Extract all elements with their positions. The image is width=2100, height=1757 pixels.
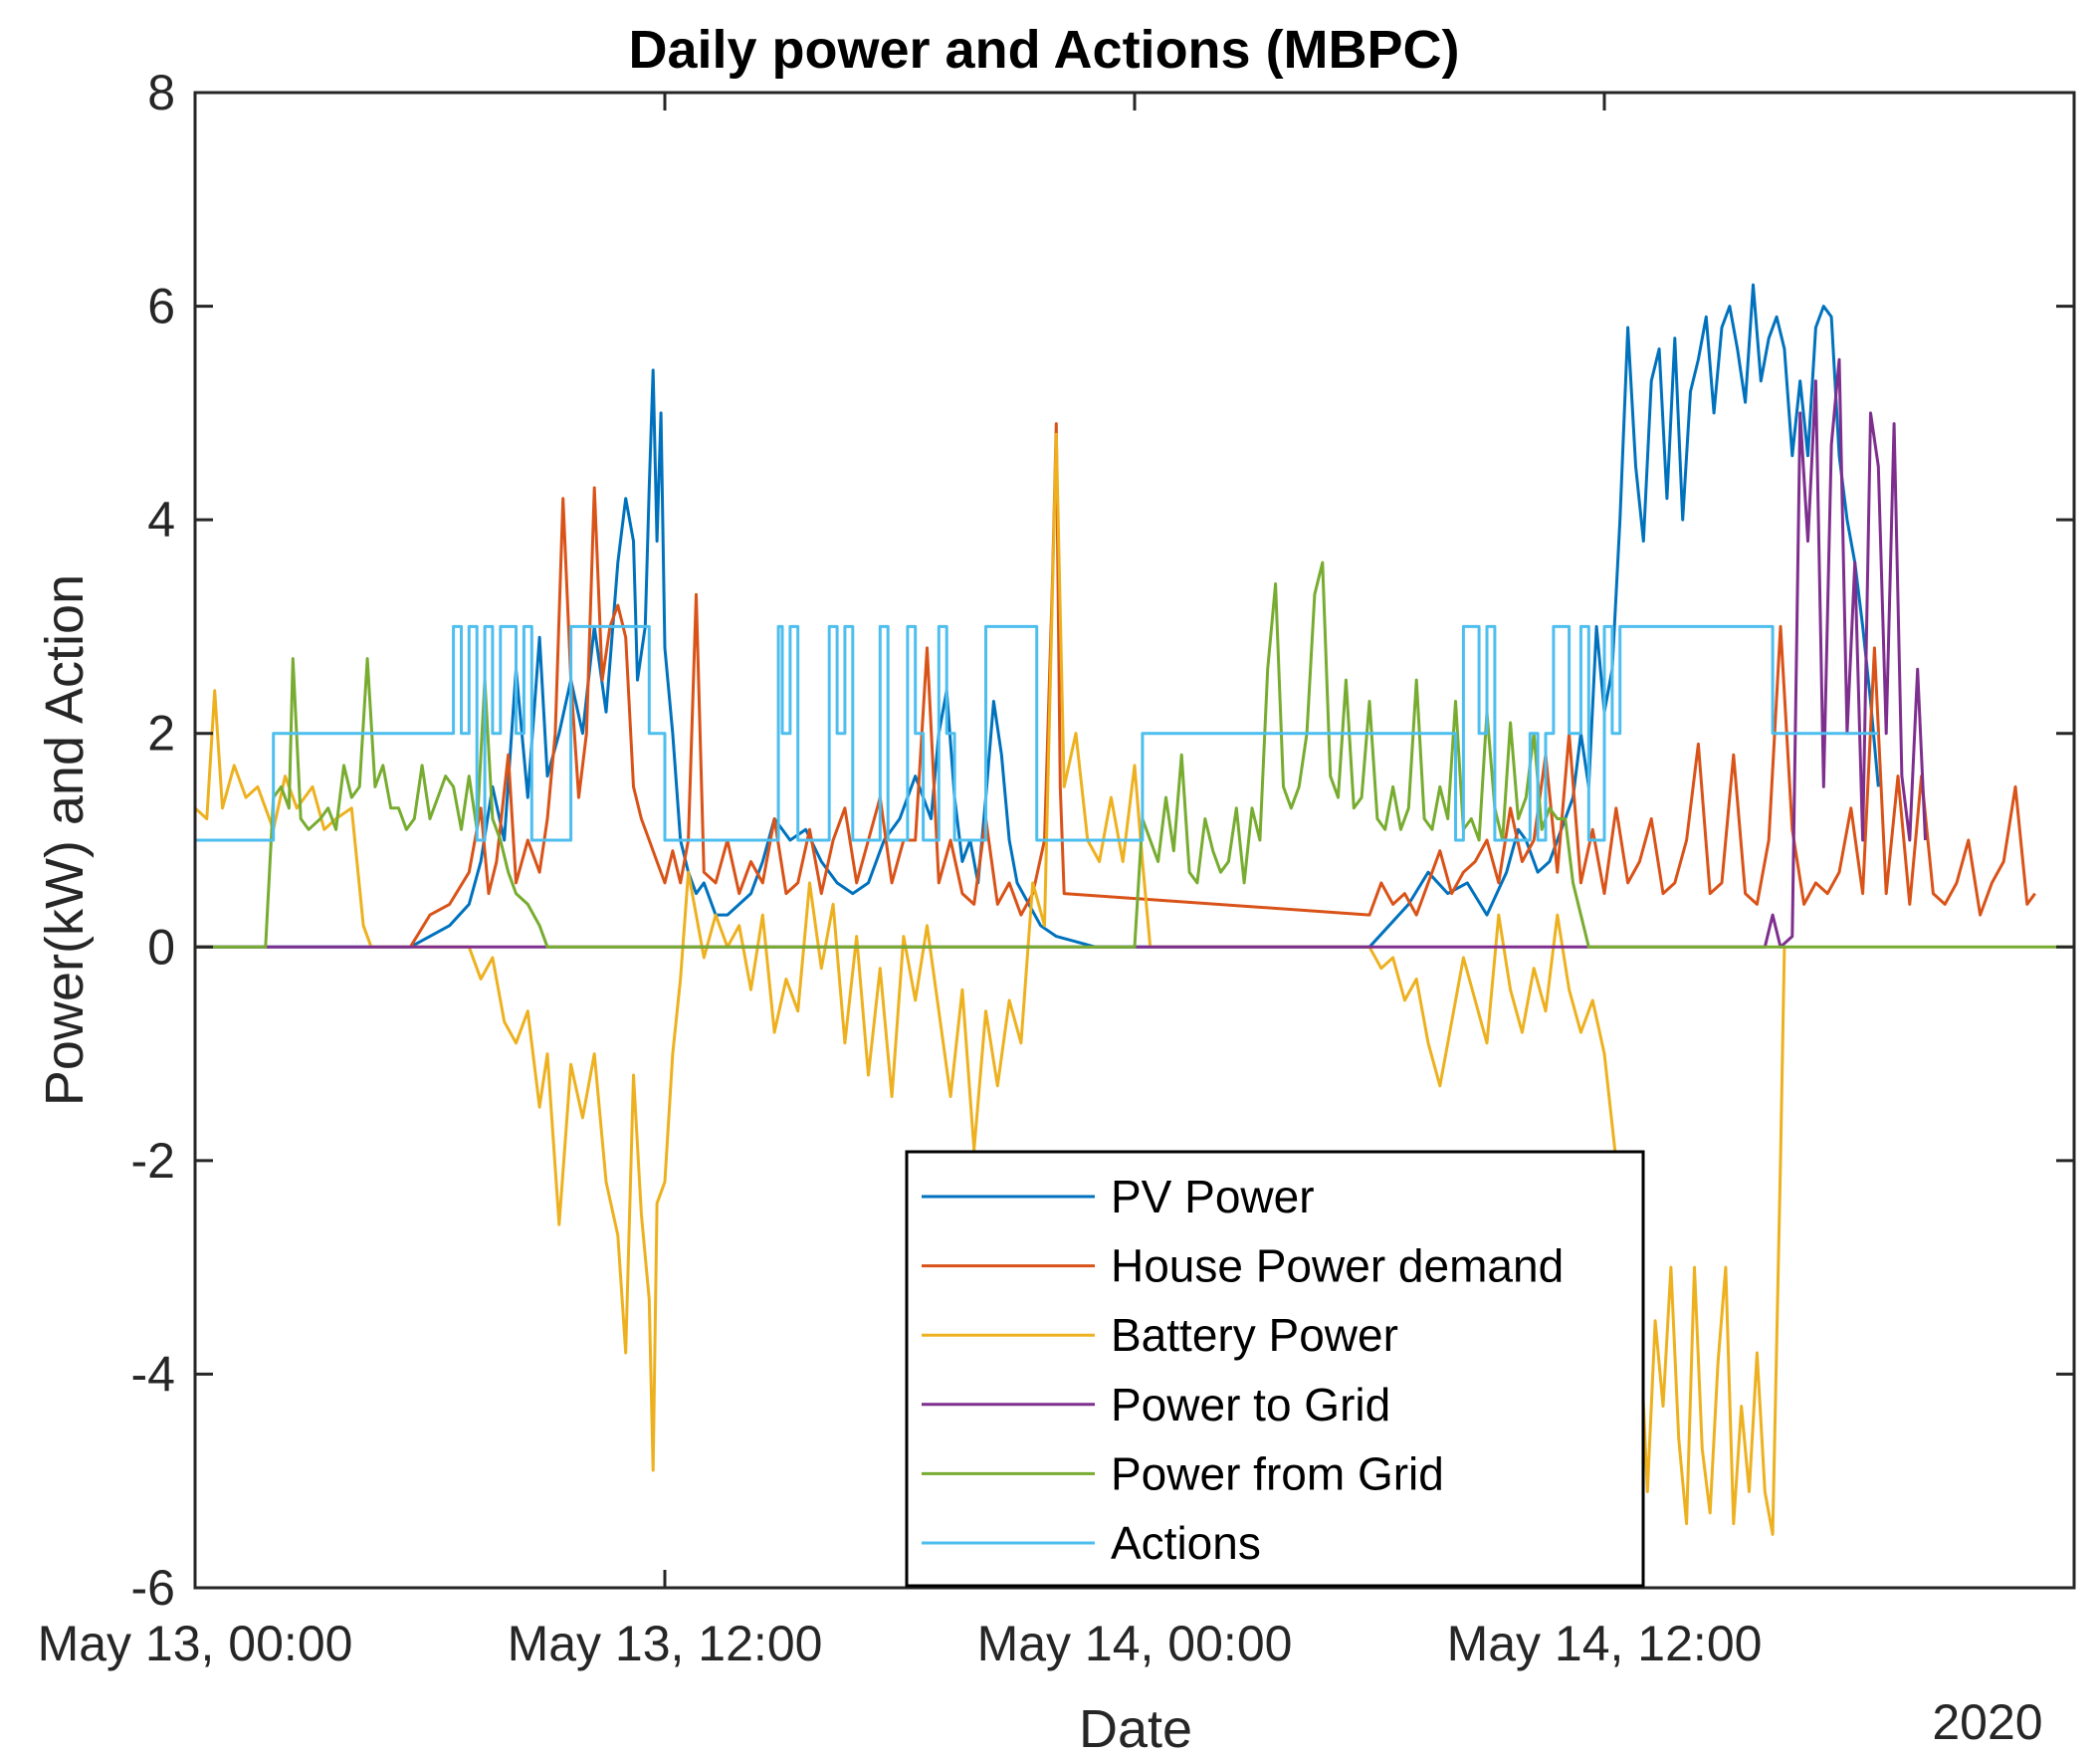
x-tick-label: May 14, 00:00: [977, 1616, 1293, 1671]
legend-box: [905, 1150, 1645, 1588]
legend-actions-label: Actions: [1111, 1517, 1261, 1569]
x-axis-year-label: 2020: [1932, 1694, 2042, 1750]
legend: PV Power House Power demand Battery Power P…: [905, 1150, 1645, 1588]
x-tick-label: May 14, 12:00: [1447, 1616, 1763, 1671]
x-axis-label: Date: [1079, 1699, 1192, 1757]
series-power-to-grid-line: [195, 357, 1927, 949]
y-tick-label: 0: [147, 919, 175, 975]
series-power-from-grid-line: [195, 560, 2074, 949]
chart-title: Daily power and Actions (MBPC): [628, 20, 1459, 80]
y-tick-label: 8: [147, 65, 175, 120]
y-tick-label: 4: [147, 492, 175, 548]
x-tick-label: May 13, 12:00: [508, 1616, 823, 1671]
y-tick-label: -6: [131, 1560, 175, 1616]
x-tick-label: May 13, 00:00: [38, 1616, 353, 1671]
legend-pv-power-label: PV Power: [1111, 1171, 1315, 1222]
y-tick-label: -2: [131, 1133, 175, 1189]
legend-house-power-demand-label: House Power demand: [1111, 1240, 1564, 1292]
legend-power-to-grid-label: Power to Grid: [1111, 1379, 1390, 1430]
series-layer: [193, 283, 2074, 1536]
y-tick-label: -4: [131, 1346, 175, 1402]
y-axis-label: Power(kW) and Action: [35, 574, 95, 1106]
legend-power-from-grid-label: Power from Grid: [1111, 1447, 1444, 1499]
y-tick-label: 6: [147, 279, 175, 334]
legend-battery-power-label: Battery Power: [1111, 1309, 1398, 1361]
axes: -6 -4 -2 0 2 4 6 8 May 13, 00:00 May 13, 12:00 May…: [38, 65, 2076, 1671]
series-actions-line: [195, 624, 1879, 842]
series-pv-power-line: [195, 283, 1880, 949]
y-tick-label: 2: [147, 706, 175, 762]
